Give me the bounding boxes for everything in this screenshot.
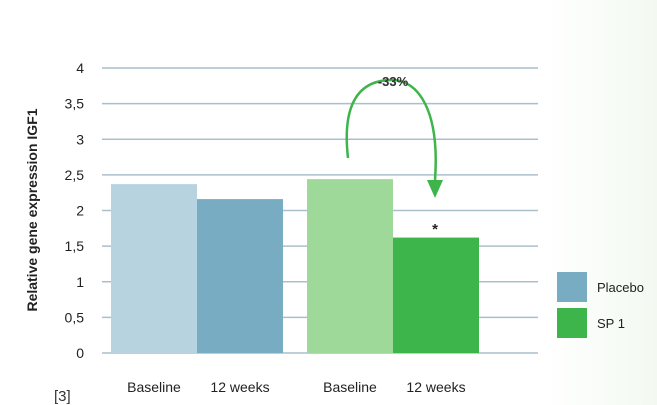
y-axis-label: Relative gene expression IGF1 [24,108,40,311]
x-tick-label: 12 weeks [406,379,465,395]
legend-item-sp1: SP 1 [557,307,644,339]
x-tick-label: 12 weeks [210,379,269,395]
reference-note: [3] [54,388,71,405]
x-tick-label: Baseline [127,379,181,395]
bars [111,179,479,353]
y-tick-label: 0 [76,345,84,361]
legend-label-placebo: Placebo [597,279,644,295]
y-tick-label: 2,5 [65,167,85,183]
legend: Placebo SP 1 [557,271,644,343]
bar-placebo-baseline [111,184,197,353]
bar-placebo-12-weeks [197,199,283,353]
y-tick-label: 3 [76,131,84,147]
change-annotation: -33% [378,74,409,89]
legend-label-sp1: SP 1 [597,315,625,331]
x-tick-labels: Baseline 12 weeks Baseline 12 weeks [127,379,465,395]
bar-sp1-baseline [307,179,393,353]
y-tick-label: 3,5 [65,96,85,112]
y-tick-label: 4 [76,60,84,76]
y-tick-label: 1,5 [65,238,85,254]
x-tick-label: Baseline [323,379,377,395]
background-fade [547,0,657,405]
change-arrow-head [427,180,443,198]
bar-sp1-12-weeks [393,237,479,353]
significance-marker: * [432,221,438,238]
y-tick-labels: 0 0,5 1 1,5 2 2,5 3 3,5 4 [65,60,85,361]
y-tick-label: 1 [76,274,84,290]
legend-item-placebo: Placebo [557,271,644,303]
legend-swatch-placebo [557,272,587,302]
legend-swatch-sp1 [557,308,587,338]
y-tick-label: 2 [76,203,84,219]
change-arrow [345,78,437,181]
y-tick-label: 0,5 [65,309,85,325]
